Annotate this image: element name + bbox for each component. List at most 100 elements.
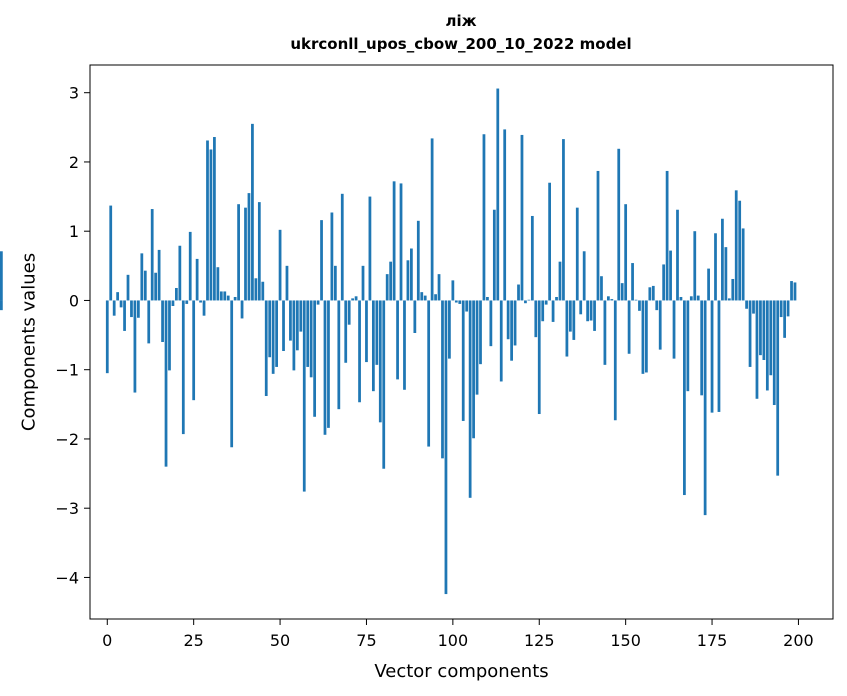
bar-120 <box>520 134 524 301</box>
x-tick-label: 50 <box>270 631 290 650</box>
bar-80 <box>382 300 386 469</box>
x-tick-label: 25 <box>183 631 203 650</box>
bar-188 <box>755 300 759 399</box>
bar-186 <box>748 300 752 367</box>
bar-117 <box>510 300 513 361</box>
bar-78 <box>375 300 379 365</box>
bar-19 <box>171 300 175 306</box>
bar-141 <box>593 300 596 331</box>
bar-169 <box>689 296 693 301</box>
bar-35 <box>226 295 230 301</box>
bar-110 <box>486 296 489 301</box>
bar-195 <box>779 300 783 318</box>
bar-106 <box>472 300 475 439</box>
y-tick-label: −3 <box>55 499 79 518</box>
bar-30 <box>209 149 213 301</box>
bar-13 <box>150 209 154 301</box>
bar-99 <box>448 300 451 359</box>
bar-59 <box>309 300 313 378</box>
bar-81 <box>385 274 389 301</box>
y-tick-label: −2 <box>55 430 79 449</box>
bar-70 <box>347 300 351 325</box>
bar-26 <box>195 258 199 301</box>
bar-66 <box>333 265 337 301</box>
x-tick-label: 100 <box>438 631 469 650</box>
bar-36 <box>230 300 234 448</box>
bar-33 <box>219 291 223 301</box>
chart-title: ліж <box>445 12 477 30</box>
bar-113 <box>496 88 500 301</box>
bar-182 <box>734 190 738 301</box>
bar-92 <box>423 295 427 301</box>
y-tick-label: 2 <box>69 153 79 172</box>
bar-148 <box>617 148 621 301</box>
bar-91 <box>420 292 424 301</box>
bar-87 <box>406 260 410 301</box>
bar-1 <box>109 205 113 301</box>
bar-116 <box>506 300 510 340</box>
bar-171 <box>696 295 700 301</box>
bar-143 <box>600 276 603 301</box>
bar-4 <box>119 300 123 308</box>
bar-190 <box>762 300 766 360</box>
bar-58 <box>306 300 310 367</box>
bar-121 <box>524 300 527 304</box>
bar-142 <box>596 170 600 301</box>
bar-73 <box>358 300 361 403</box>
bar-86 <box>403 300 406 390</box>
bar-147 <box>613 300 617 421</box>
bar-88 <box>410 248 413 301</box>
bar-17 <box>164 300 168 467</box>
bar-90 <box>416 220 420 301</box>
y-tick-label: 3 <box>69 84 79 103</box>
x-axis-label: Vector components <box>374 661 548 682</box>
bar-160 <box>658 300 662 350</box>
bar-134 <box>568 300 572 332</box>
bar-156 <box>645 300 648 373</box>
bar-152 <box>631 263 634 301</box>
bar-34 <box>223 291 227 301</box>
bar-63 <box>323 300 327 435</box>
bar-107 <box>475 300 479 395</box>
bar-131 <box>558 261 562 301</box>
bar-118 <box>513 300 517 346</box>
bar-38 <box>237 204 240 301</box>
bar-0 <box>105 300 109 374</box>
bar-72 <box>354 296 358 301</box>
bar-71 <box>351 298 355 301</box>
bar-77 <box>371 300 375 392</box>
bar-125 <box>537 300 541 415</box>
bar-20 <box>175 287 178 301</box>
plot-frame <box>89 64 834 620</box>
bar-56 <box>299 300 303 332</box>
bar-183 <box>738 200 742 301</box>
bar-175 <box>710 300 714 413</box>
bar-166 <box>679 296 683 301</box>
bar-undefined <box>0 251 3 301</box>
bar-102 <box>458 300 462 304</box>
bar-23 <box>185 300 189 304</box>
bar-155 <box>641 300 645 374</box>
bar-28 <box>202 300 206 316</box>
bar-137 <box>579 300 583 315</box>
bar-44 <box>257 202 261 301</box>
bar-6 <box>126 274 130 301</box>
bar-163 <box>669 250 672 301</box>
bar-37 <box>233 296 237 301</box>
bar-55 <box>295 300 299 351</box>
bar-101 <box>454 300 458 303</box>
bar-157 <box>648 287 652 301</box>
bar-76 <box>368 196 372 301</box>
y-axis-label: Components values <box>18 253 39 431</box>
bar-124 <box>534 300 538 338</box>
bar-185 <box>745 300 748 309</box>
bar-151 <box>627 300 631 354</box>
bar-94 <box>430 138 434 301</box>
bar-127 <box>544 300 548 305</box>
bar-49 <box>275 300 278 367</box>
bar-181 <box>731 278 735 301</box>
bar-60 <box>313 300 317 417</box>
bar-111 <box>489 300 493 347</box>
bar-168 <box>686 300 690 392</box>
bar-114 <box>499 300 503 382</box>
